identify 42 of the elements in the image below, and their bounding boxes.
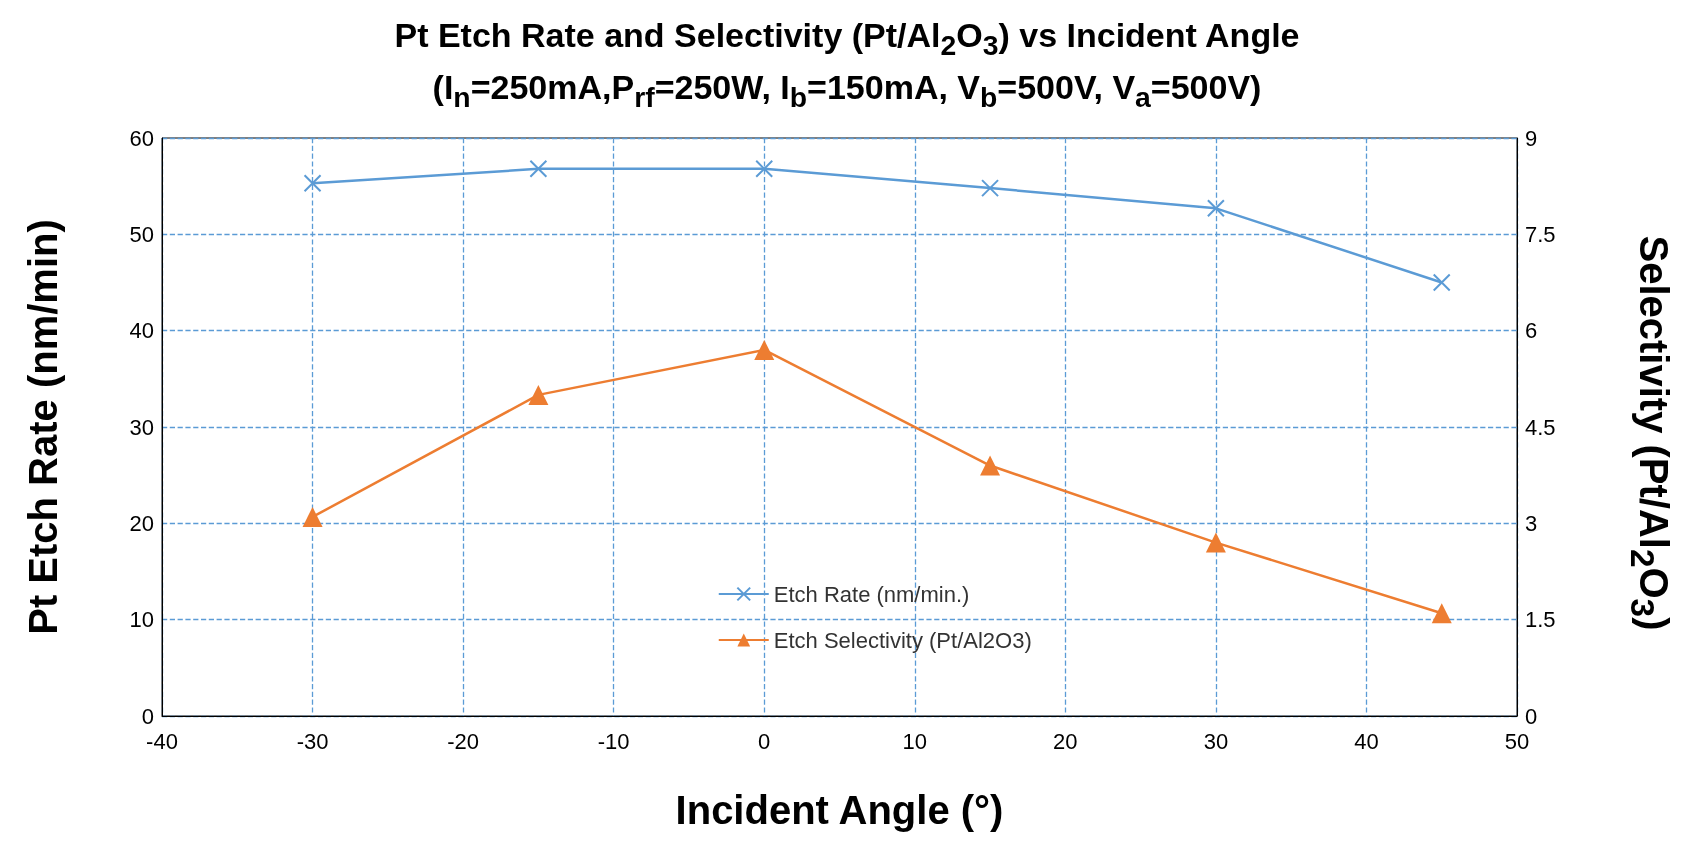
x-tick-label: 50 [1504,728,1530,754]
x-tick-label: -30 [296,728,329,754]
y-tick-label: 60 [129,125,154,151]
y2-tick-label: 6 [1525,318,1538,344]
x-tick-label: -40 [146,728,178,754]
y-tick-label: 50 [129,221,154,247]
y2-tick-label: 1.5 [1525,607,1556,633]
y-tick-label: 0 [141,703,154,729]
y-tick-label: 40 [129,318,154,344]
legend-label: Etch Selectivity (Pt/Al2O3) [773,627,1032,653]
y2-tick-label: 3 [1525,510,1538,536]
y-axis-title: Pt Etch Rate (nm/min) [21,218,65,637]
point [1432,273,1451,292]
point [528,384,549,405]
text: (I$_{n}$=250mA,P$_{rf}$=250W, I$_{b}$=150mA, V$_{b}$=500V, V$_{a}$=500V) [432,67,1262,113]
point [302,506,323,527]
y2-tick-label: 9 [1525,125,1538,151]
point [529,159,548,178]
point [1431,603,1452,624]
x-tick-label: -10 [597,728,630,754]
point [981,179,1000,198]
x-tick-label: -20 [447,728,480,754]
y-tick-label: 10 [129,607,154,633]
legend-label: Etch Rate (nm/min.) [773,581,970,607]
x-tick-label: 10 [902,728,928,754]
x-tick-label: 30 [1203,728,1229,754]
y-tick-label: 30 [129,414,154,440]
y2-tick-label: 7.5 [1525,221,1556,247]
x-tick-label: 20 [1053,728,1078,754]
x-axis-title: Incident Angle (°) [674,788,1005,833]
point [1206,199,1225,218]
point [1205,532,1226,553]
y-tick-label: 20 [129,510,154,536]
x-tick-label: 0 [758,728,771,754]
point [755,159,774,178]
y2-tick-label: 0 [1525,703,1538,729]
y2-tick-label: 4.5 [1525,414,1556,440]
chart-title: Pt Etch Rate and Selectivity (Pt/Al$_{2}$O$_{3}$) vs Incident Angle [393,15,1301,63]
point [303,174,322,193]
x-tick-label: 40 [1354,728,1379,754]
point [980,455,1001,476]
point [754,339,775,360]
